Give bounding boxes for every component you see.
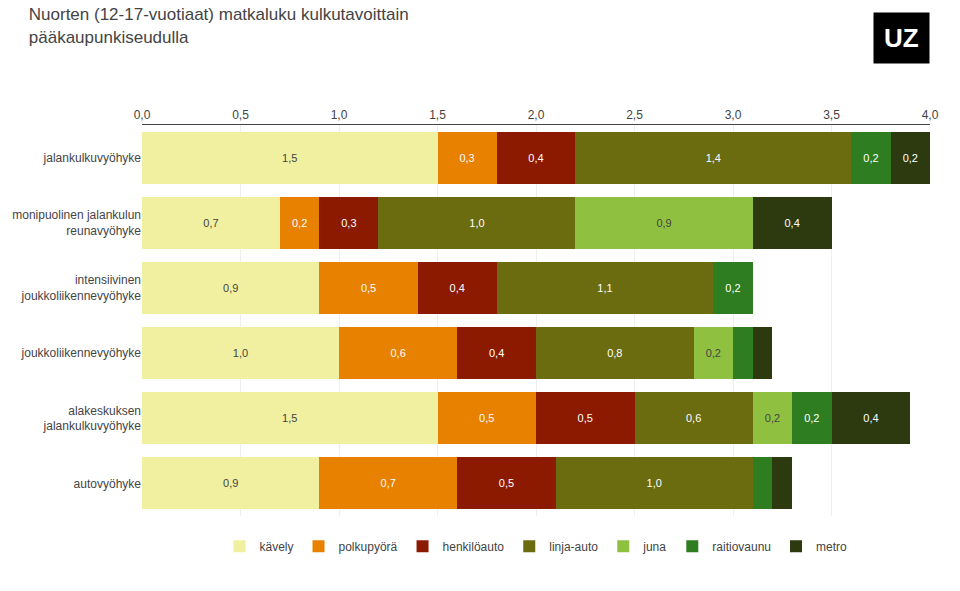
svg-text:Nuorten (12-17-vuotiaat) matka: Nuorten (12-17-vuotiaat) matkaluku kulku… (29, 5, 409, 46)
svg-text:1,1: 1,1 (597, 282, 612, 294)
svg-text:0,2: 0,2 (903, 152, 918, 164)
svg-text:0,4: 0,4 (528, 152, 543, 164)
svg-text:0,4: 0,4 (784, 217, 799, 229)
svg-text:jalankulkuvyöhyke: jalankulkuvyöhyke (43, 151, 142, 165)
svg-text:0,5: 0,5 (578, 412, 593, 424)
svg-text:1,0: 1,0 (647, 477, 662, 489)
svg-text:1,5: 1,5 (282, 152, 297, 164)
svg-text:0,2: 0,2 (804, 412, 819, 424)
svg-text:3,0: 3,0 (725, 108, 742, 122)
svg-text:0,4: 0,4 (489, 347, 504, 359)
svg-text:0,7: 0,7 (381, 477, 396, 489)
svg-text:UZ: UZ (884, 23, 919, 53)
svg-text:2,5: 2,5 (626, 108, 643, 122)
svg-text:juna: juna (642, 540, 666, 554)
svg-text:polkupyörä: polkupyörä (339, 540, 398, 554)
svg-text:2,0: 2,0 (528, 108, 545, 122)
svg-text:autovyöhyke: autovyöhyke (74, 477, 142, 491)
svg-text:0,5: 0,5 (499, 477, 514, 489)
svg-text:0,7: 0,7 (203, 217, 218, 229)
svg-text:0,9: 0,9 (223, 477, 238, 489)
svg-text:kävely: kävely (260, 540, 294, 554)
svg-text:raitiovaunu: raitiovaunu (712, 540, 771, 554)
svg-text:henkilöauto: henkilöauto (443, 540, 505, 554)
svg-text:0,2: 0,2 (725, 282, 740, 294)
svg-text:0,6: 0,6 (390, 347, 405, 359)
svg-text:0,5: 0,5 (479, 412, 494, 424)
svg-text:1,0: 1,0 (331, 108, 348, 122)
svg-text:0,2: 0,2 (706, 347, 721, 359)
svg-text:0,2: 0,2 (292, 217, 307, 229)
svg-text:1,5: 1,5 (429, 108, 446, 122)
svg-text:0,4: 0,4 (450, 282, 465, 294)
svg-text:0,5: 0,5 (361, 282, 376, 294)
svg-text:0,9: 0,9 (223, 282, 238, 294)
svg-text:3,5: 3,5 (823, 108, 840, 122)
svg-text:1,5: 1,5 (282, 412, 297, 424)
svg-text:linja-auto: linja-auto (549, 540, 598, 554)
svg-text:0,0: 0,0 (134, 108, 151, 122)
svg-text:alakeskuksenjalankulkuvyöhyke: alakeskuksenjalankulkuvyöhyke (43, 404, 142, 434)
svg-text:1,0: 1,0 (233, 347, 248, 359)
svg-text:0,3: 0,3 (459, 152, 474, 164)
svg-text:monipuolinen jalankulunreunavy: monipuolinen jalankulunreunavyöhyke (12, 208, 141, 238)
svg-text:0,2: 0,2 (765, 412, 780, 424)
svg-text:0,6: 0,6 (686, 412, 701, 424)
svg-text:0,5: 0,5 (232, 108, 249, 122)
svg-text:1,0: 1,0 (469, 217, 484, 229)
svg-text:1,4: 1,4 (706, 152, 721, 164)
svg-text:intensiivinenjoukkoliikennevyö: intensiivinenjoukkoliikennevyöhyke (21, 273, 142, 303)
svg-text:0,9: 0,9 (656, 217, 671, 229)
svg-text:0,8: 0,8 (607, 347, 622, 359)
svg-text:0,2: 0,2 (863, 152, 878, 164)
svg-text:4,0: 4,0 (922, 108, 939, 122)
svg-text:joukkoliikennevyöhyke: joukkoliikennevyöhyke (21, 346, 142, 360)
svg-text:0,4: 0,4 (863, 412, 878, 424)
svg-text:metro: metro (816, 540, 847, 554)
svg-text:0,3: 0,3 (341, 217, 356, 229)
